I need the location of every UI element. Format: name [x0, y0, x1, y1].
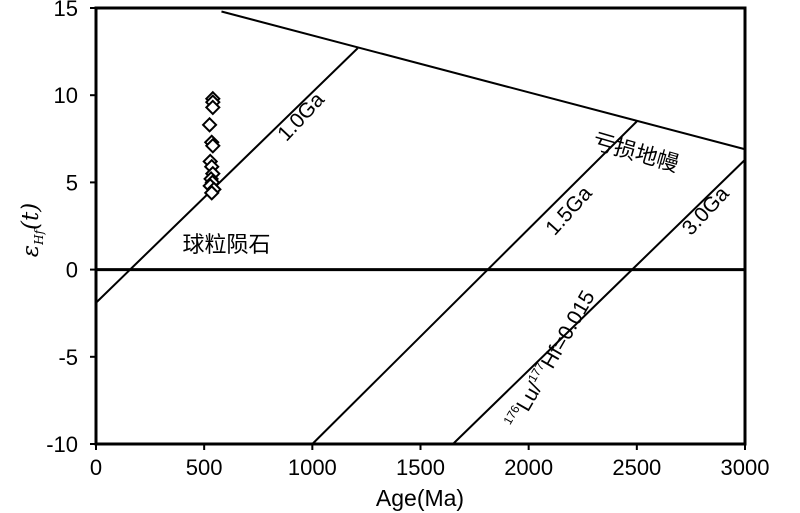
data-point [203, 184, 220, 201]
annotation: 3.0Ga [678, 182, 734, 240]
annotation: 1.5Ga [541, 182, 597, 240]
y-tick-label: -10 [46, 432, 78, 457]
y-tick-label: 10 [54, 83, 78, 108]
y-axis-tail: (t) [18, 203, 44, 230]
x-tick-label: 500 [186, 455, 223, 480]
x-tick-label: 2500 [612, 455, 661, 480]
annotation-part: Hf=0.015 [537, 287, 600, 373]
x-tick-label: 2000 [504, 455, 553, 480]
x-ticks: 0 500 1000 1500 2000 2500 3000 [90, 444, 770, 480]
x-tick-label: 1000 [288, 455, 337, 480]
annotation: 亏损地幔 [590, 129, 681, 177]
annotation-text: 176Lu/177Hf=0.015 [501, 286, 600, 433]
annotation-text: 1.5Ga [541, 182, 597, 240]
y-tick-label: 0 [66, 258, 78, 283]
ref-line-3-0ga [452, 159, 746, 445]
annotation: 球粒陨石 [183, 233, 271, 258]
x-tick-label: 3000 [721, 455, 770, 480]
x-axis-title: Age(Ma) [376, 485, 464, 511]
ref-line-1-0ga [95, 47, 359, 304]
plot-frame [94, 6, 747, 446]
data-point [201, 116, 218, 133]
x-tick-label: 1500 [396, 455, 445, 480]
data-point [204, 137, 221, 154]
annotation: 176Lu/177Hf=0.015 [501, 286, 600, 433]
y-axis-subscript: Hf [32, 227, 46, 245]
y-tick-label: 15 [54, 0, 78, 21]
data-point [204, 99, 221, 116]
reference-lines [95, 10, 746, 445]
annotation: 1.0Ga [273, 88, 329, 146]
data-points [201, 90, 222, 201]
annotation-text: 1.0Ga [273, 88, 329, 146]
y-axis-symbol: ε [18, 245, 44, 257]
annotation-text: 3.0Ga [678, 182, 734, 240]
annotation-text: 亏损地幔 [590, 129, 681, 177]
y-ticks: 15 10 5 0 -5 -10 [46, 0, 96, 457]
x-tick-label: 0 [90, 455, 102, 480]
y-tick-label: 5 [66, 170, 78, 195]
y-axis-title: εHf(t) [18, 203, 46, 257]
ref-line-depleted-mantle [221, 10, 746, 151]
y-tick-label: -5 [58, 345, 78, 370]
ref-line-1-5ga [311, 120, 638, 445]
annotation-text: 球粒陨石 [183, 233, 271, 258]
svg-text:εHf(t): εHf(t) [18, 203, 46, 257]
